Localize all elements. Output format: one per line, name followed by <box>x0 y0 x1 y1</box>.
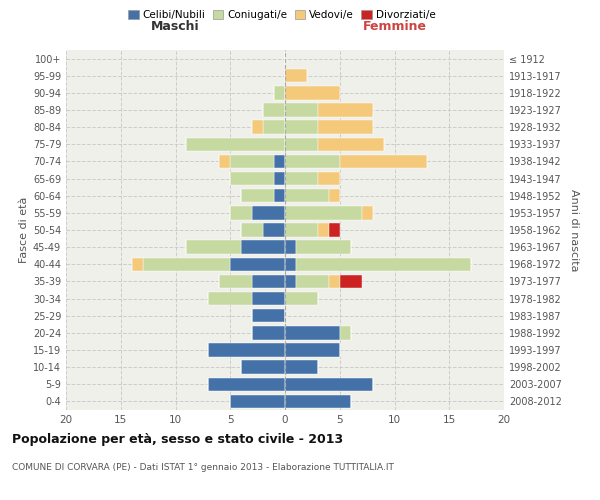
Bar <box>285 326 340 340</box>
Bar <box>241 360 285 374</box>
Bar <box>285 292 318 306</box>
Bar <box>263 224 285 236</box>
Text: COMUNE DI CORVARA (PE) - Dati ISTAT 1° gennaio 2013 - Elaborazione TUTTITALIA.IT: COMUNE DI CORVARA (PE) - Dati ISTAT 1° g… <box>12 462 394 471</box>
Bar <box>252 309 285 322</box>
Bar <box>187 240 241 254</box>
Bar <box>318 138 383 151</box>
Bar <box>143 258 230 271</box>
Y-axis label: Anni di nascita: Anni di nascita <box>569 188 578 271</box>
Bar <box>285 120 318 134</box>
Bar <box>252 274 285 288</box>
Bar <box>220 154 230 168</box>
Bar <box>208 292 252 306</box>
Bar <box>285 86 340 100</box>
Bar <box>285 172 318 186</box>
Bar <box>296 258 471 271</box>
Bar <box>241 189 274 202</box>
Bar <box>252 120 263 134</box>
Bar <box>329 224 340 236</box>
Bar <box>340 326 350 340</box>
Bar <box>296 274 329 288</box>
Bar <box>318 172 340 186</box>
Bar <box>340 274 362 288</box>
Bar <box>252 292 285 306</box>
Text: Femmine: Femmine <box>362 20 427 32</box>
Bar <box>263 104 285 117</box>
Bar <box>285 224 318 236</box>
Bar <box>285 360 318 374</box>
Bar <box>329 274 340 288</box>
Bar <box>274 172 285 186</box>
Bar <box>241 224 263 236</box>
Bar <box>285 138 318 151</box>
Text: Popolazione per età, sesso e stato civile - 2013: Popolazione per età, sesso e stato civil… <box>12 432 343 446</box>
Bar <box>132 258 143 271</box>
Bar <box>252 326 285 340</box>
Bar <box>285 189 329 202</box>
Bar <box>285 344 340 356</box>
Bar <box>285 104 318 117</box>
Bar <box>241 240 285 254</box>
Bar <box>274 154 285 168</box>
Bar <box>285 274 296 288</box>
Bar <box>285 378 373 391</box>
Bar <box>329 189 340 202</box>
Bar <box>296 240 350 254</box>
Bar <box>318 104 373 117</box>
Bar <box>285 206 362 220</box>
Bar <box>230 394 285 408</box>
Bar <box>219 274 252 288</box>
Bar <box>285 394 351 408</box>
Bar <box>230 258 285 271</box>
Bar <box>274 86 285 100</box>
Bar <box>208 344 285 356</box>
Bar <box>208 378 285 391</box>
Bar <box>318 224 329 236</box>
Y-axis label: Fasce di età: Fasce di età <box>19 197 29 263</box>
Bar <box>285 69 307 82</box>
Bar <box>340 154 427 168</box>
Bar <box>274 189 285 202</box>
Bar <box>252 206 285 220</box>
Bar <box>230 206 252 220</box>
Bar <box>187 138 285 151</box>
Bar <box>285 240 296 254</box>
Bar <box>362 206 373 220</box>
Bar <box>230 172 274 186</box>
Legend: Celibi/Nubili, Coniugati/e, Vedovi/e, Divorziati/e: Celibi/Nubili, Coniugati/e, Vedovi/e, Di… <box>126 8 438 22</box>
Bar <box>230 154 274 168</box>
Bar <box>263 120 285 134</box>
Bar <box>285 258 296 271</box>
Bar <box>318 120 373 134</box>
Text: Maschi: Maschi <box>151 20 200 32</box>
Bar <box>285 154 340 168</box>
